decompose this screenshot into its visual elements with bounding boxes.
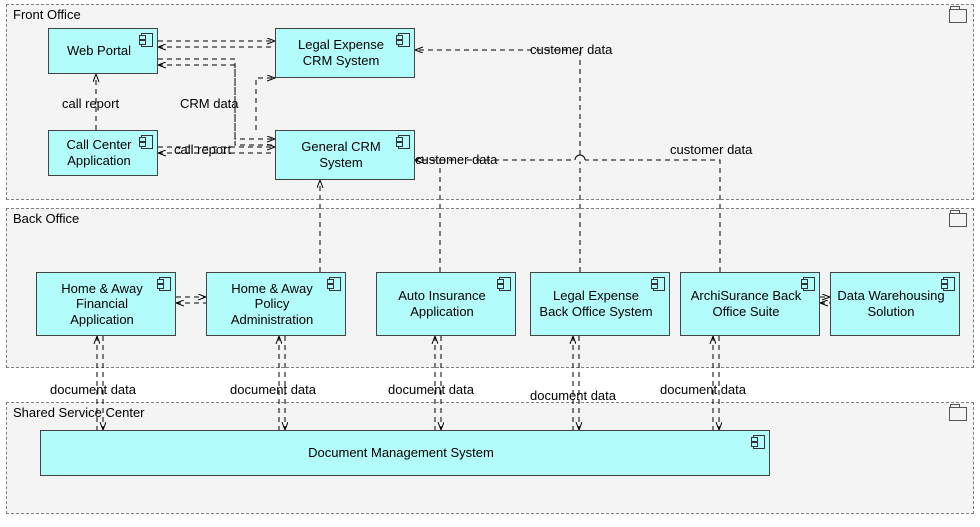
folder-icon [949,9,967,23]
edge-label: customer data [670,142,752,157]
node-autoIns: Auto Insurance Application [376,272,516,336]
component-icon [398,135,410,149]
diagram-canvas: { "groups": { "front": { "label": "Front… [0,0,980,527]
edge-label: call report [174,142,231,157]
edge-label: CRM data [180,96,239,111]
component-icon [653,277,665,291]
edge-label: document data [230,382,316,397]
edge-label: document data [530,388,616,403]
node-generalcrm: General CRM System [275,130,415,180]
component-icon [159,277,171,291]
component-icon [803,277,815,291]
node-dwh: Data Warehousing Solution [830,272,960,336]
node-archi: ArchiSurance Back Office Suite [680,272,820,336]
node-callcenter: Call Center Application [48,130,158,176]
node-label: Legal Expense CRM System [282,37,400,68]
node-haPolicy: Home & Away Policy Administration [206,272,346,336]
node-label: Legal Expense Back Office System [537,288,655,319]
component-icon [329,277,341,291]
node-dms: Document Management System [40,430,770,476]
node-label: Auto Insurance Application [383,288,501,319]
node-legalcrm: Legal Expense CRM System [275,28,415,78]
node-legalBO: Legal Expense Back Office System [530,272,670,336]
folder-icon [949,213,967,227]
edge-label: call report [62,96,119,111]
edge-label: document data [388,382,474,397]
folder-icon [949,407,967,421]
node-label: Document Management System [308,445,494,461]
edge-label: customer data [415,152,497,167]
node-label: Call Center Application [55,137,143,168]
group-label-back: Back Office [13,211,79,226]
group-label-front: Front Office [13,7,81,22]
component-icon [499,277,511,291]
component-icon [141,33,153,47]
component-icon [398,33,410,47]
node-label: Web Portal [67,43,131,59]
node-webportal: Web Portal [48,28,158,74]
group-label-shared: Shared Service Center [13,405,145,420]
edge-label: document data [660,382,746,397]
node-label: Data Warehousing Solution [837,288,945,319]
node-label: ArchiSurance Back Office Suite [687,288,805,319]
node-label: Home & Away Policy Administration [213,281,331,328]
node-label: General CRM System [282,139,400,170]
component-icon [753,435,765,449]
node-haFin: Home & Away Financial Application [36,272,176,336]
edge-label: document data [50,382,136,397]
node-label: Home & Away Financial Application [43,281,161,328]
component-icon [141,135,153,149]
component-icon [943,277,955,291]
edge-label: customer data [530,42,612,57]
